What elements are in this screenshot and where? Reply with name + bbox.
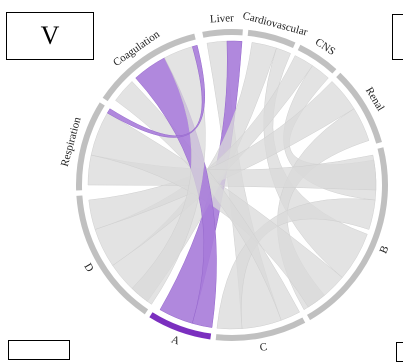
chord-ribbons: [87, 40, 377, 330]
chord-diagram: Liver CardiovascularCNSRenalBCADRespirati…: [59, 10, 391, 353]
chord-arcs: [76, 29, 388, 341]
label-d: D: [81, 261, 95, 274]
panel-label: V: [6, 12, 94, 60]
arc-c: [215, 317, 306, 341]
label-a: A: [170, 334, 182, 348]
ribbon-4: [94, 55, 313, 266]
ribbon-6: [88, 81, 355, 230]
arc-d: [76, 195, 149, 315]
highlighted-ribbon-12: [135, 57, 217, 328]
label-liver: Liver: [210, 12, 235, 25]
ribbon-9: [216, 198, 376, 330]
arc-cardiovascular: [247, 29, 296, 48]
arc-liver: [202, 29, 243, 38]
label-b: B: [377, 244, 391, 255]
ribbon-3: [263, 47, 368, 278]
ribbon-8: [87, 154, 377, 191]
arc-respiration: [76, 102, 105, 191]
arc-cns: [297, 44, 337, 74]
highlighted-ribbon-14: [106, 44, 205, 138]
ribbon-13: [131, 46, 206, 305]
arc-renal: [336, 72, 382, 144]
label-c: C: [259, 341, 268, 353]
ribbon-11: [115, 81, 300, 321]
arc-coagulation: [102, 33, 196, 102]
arc-b: [306, 147, 388, 321]
neighbor-panel-label-top-right: [392, 14, 403, 60]
ribbon-10: [90, 112, 343, 308]
arc-a: [149, 312, 212, 340]
